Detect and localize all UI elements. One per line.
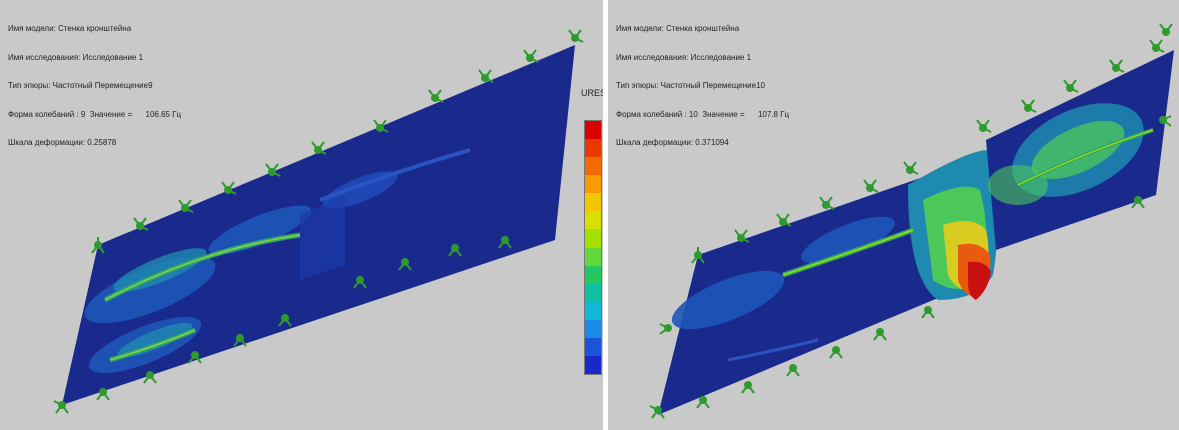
left-fixtures bbox=[53, 29, 584, 414]
legend-color-band bbox=[585, 193, 601, 212]
right-info-deformation-scale: Шкала деформации: 0.371094 bbox=[616, 138, 729, 147]
right-viewport[interactable]: Имя модели: Стенка кронштейна Имя исслед… bbox=[608, 0, 1179, 430]
right-deformed-region bbox=[968, 261, 991, 300]
legend-color-band bbox=[585, 175, 601, 194]
right-study-info: Имя модели: Стенка кронштейна Имя исслед… bbox=[616, 5, 789, 167]
right-rib bbox=[782, 229, 914, 276]
left-rib bbox=[109, 329, 196, 361]
legend-color-band bbox=[585, 247, 601, 267]
right-model-render[interactable] bbox=[608, 0, 1179, 430]
left-contour-patch bbox=[208, 205, 312, 255]
right-info-plot-type: Тип эпюры: Частотный Перемещение10 bbox=[616, 81, 765, 90]
left-info-model: Имя модели: Стенка кронштейна bbox=[8, 24, 132, 33]
legend-color-band bbox=[585, 301, 601, 321]
right-fixtures bbox=[649, 23, 1173, 419]
legend-color-band bbox=[585, 355, 601, 375]
left-rib bbox=[319, 148, 471, 202]
left-info-mode-shape: Форма колебаний : 9 Значение = 106.65 Гц bbox=[8, 109, 182, 119]
right-info-study: Имя исследования: Исследование 1 bbox=[616, 52, 752, 62]
legend-color-band bbox=[585, 265, 601, 285]
left-contour-patch bbox=[84, 256, 216, 324]
right-contour-patch bbox=[671, 270, 785, 330]
right-rib bbox=[727, 338, 819, 362]
left-color-legend bbox=[584, 120, 602, 375]
left-viewport[interactable]: Имя модели: Стенка кронштейна Имя исслед… bbox=[0, 0, 603, 430]
legend-color-band bbox=[585, 319, 601, 339]
left-info-study: Имя исследования: Исследование 1 bbox=[8, 52, 144, 62]
right-info-mode-shape: Форма колебаний : 10 Значение = 107.8 Гц bbox=[616, 109, 790, 119]
legend-color-band bbox=[585, 211, 601, 230]
left-contour-patch bbox=[117, 322, 193, 358]
legend-color-band bbox=[585, 157, 601, 176]
left-info-plot-type: Тип эпюры: Частотный Перемещение9 bbox=[8, 81, 153, 90]
legend-color-band bbox=[585, 139, 601, 158]
left-rib bbox=[300, 195, 345, 280]
left-model-render[interactable] bbox=[0, 0, 603, 430]
left-legend-title: URES bbox=[581, 88, 603, 98]
right-plate-left bbox=[658, 165, 993, 415]
left-rib bbox=[104, 234, 301, 301]
legend-color-band bbox=[585, 337, 601, 357]
right-contour-patch bbox=[801, 216, 895, 264]
left-study-info: Имя модели: Стенка кронштейна Имя исслед… bbox=[8, 5, 181, 167]
legend-color-band bbox=[585, 283, 601, 303]
left-contour-patch bbox=[113, 248, 207, 292]
left-info-deformation-scale: Шкала деформации: 0.25878 bbox=[8, 138, 117, 147]
viewport-separator bbox=[603, 0, 608, 430]
right-rib bbox=[1017, 129, 1154, 186]
right-contour-patch bbox=[1031, 120, 1125, 180]
right-info-model: Имя модели: Стенка кронштейна bbox=[616, 24, 740, 33]
legend-color-band bbox=[585, 121, 601, 140]
legend-color-band bbox=[585, 229, 601, 248]
